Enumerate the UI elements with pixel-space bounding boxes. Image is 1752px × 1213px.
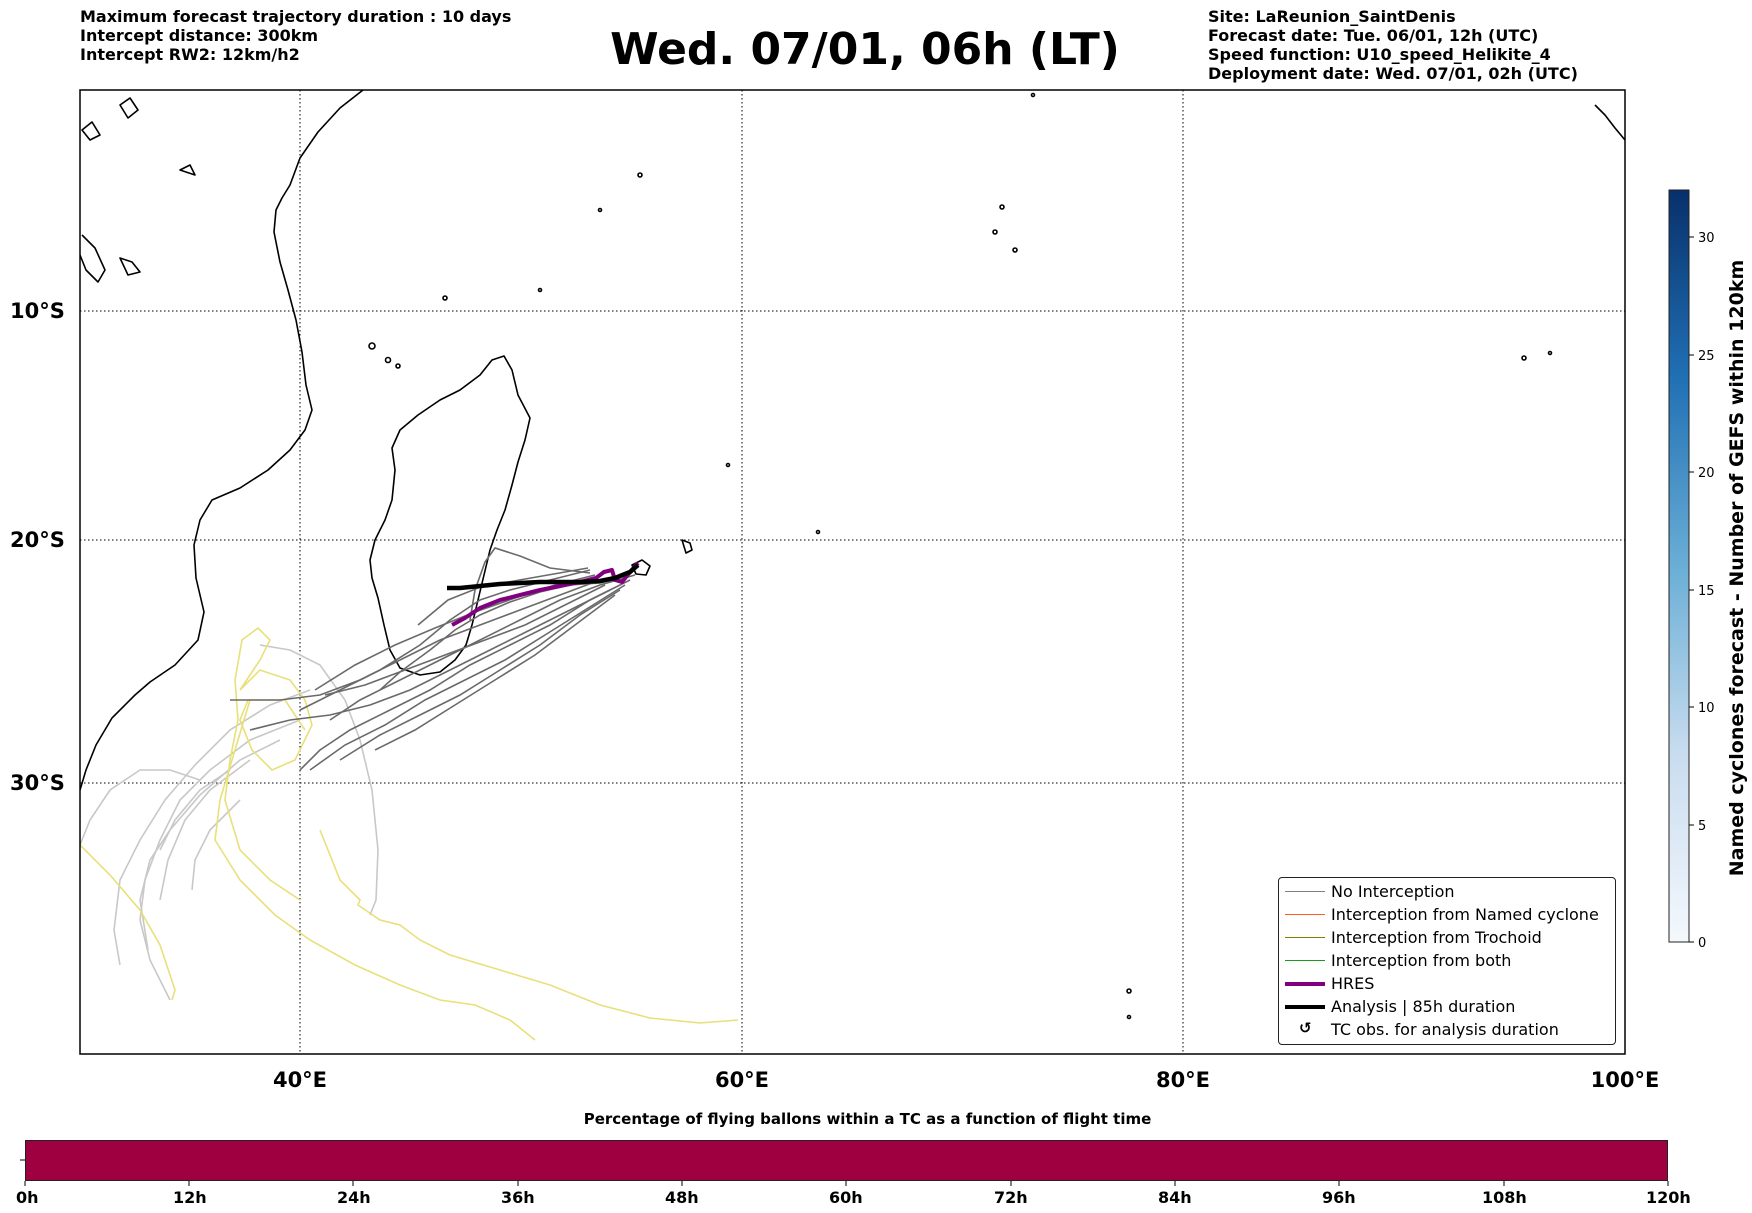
- legend-swatch: [1285, 982, 1325, 986]
- map-frame: [79, 89, 1626, 1055]
- site-text: Site: LaReunion_SaintDenis: [1208, 7, 1456, 26]
- forecast-date-text: Forecast date: Tue. 06/01, 12h (UTC): [1208, 26, 1539, 45]
- legend-item-both: Interception from both: [1279, 949, 1615, 973]
- colorbar-ticks: [1689, 236, 1694, 943]
- time-tick-60h: 60h: [829, 1188, 863, 1207]
- time-tick-120h: 120h: [1646, 1188, 1691, 1207]
- time-tick-72h: 72h: [994, 1188, 1028, 1207]
- legend-swatch: [1285, 914, 1325, 915]
- cyclone-colorbar: [1668, 189, 1690, 943]
- light-trajectories: [80, 644, 379, 1001]
- africa-coast: [80, 90, 364, 791]
- madagascar-coast: [369, 355, 531, 676]
- time-tick-36h: 36h: [501, 1188, 535, 1207]
- time-tick-108h: 108h: [1482, 1188, 1527, 1207]
- time-tick-96h: 96h: [1322, 1188, 1356, 1207]
- legend-swatch: [1285, 960, 1325, 961]
- max-duration-text: Maximum forecast trajectory duration : 1…: [80, 7, 512, 26]
- time-tick-12h: 12h: [173, 1188, 207, 1207]
- lon-label-80: 80°E: [1156, 1068, 1210, 1092]
- map-legend: No Interception Interception from Named …: [1278, 877, 1616, 1045]
- cyclone-icon: ↺: [1299, 1019, 1312, 1037]
- legend-swatch: [1285, 891, 1325, 892]
- legend-item-trochoid: Interception from Trochoid: [1279, 926, 1615, 950]
- speed-function-text: Speed function: U10_speed_Helikite_4: [1208, 45, 1551, 64]
- legend-item-named-cyclone: Interception from Named cyclone: [1279, 903, 1615, 927]
- cb-tick-30: 30: [1698, 231, 1715, 246]
- cb-tick-0: 0: [1698, 936, 1706, 951]
- lon-label-100: 100°E: [1591, 1068, 1660, 1092]
- legend-item-no-interception: No Interception: [1279, 880, 1615, 904]
- coastlines: [80, 90, 1625, 1020]
- cb-tick-25: 25: [1698, 349, 1715, 364]
- page-title: Wed. 07/01, 06h (LT): [610, 24, 1120, 75]
- time-tick-48h: 48h: [665, 1188, 699, 1207]
- colorbar-label: Named cyclones forecast - Number of GEFS…: [1726, 260, 1748, 877]
- header-left: Maximum forecast trajectory duration : 1…: [80, 7, 511, 64]
- intercept-distance-text: Intercept distance: 300km: [80, 26, 319, 45]
- time-tick-24h: 24h: [337, 1188, 371, 1207]
- lat-label-20s: 20°S: [10, 528, 65, 552]
- analysis-trajectory: [447, 563, 640, 591]
- time-tick-0h: 0h: [16, 1188, 39, 1207]
- deployment-date-text: Deployment date: Wed. 07/01, 02h (UTC): [1208, 64, 1578, 83]
- legend-item-analysis: Analysis | 85h duration: [1279, 995, 1615, 1019]
- legend-item-tc-obs: ↺ TC obs. for analysis duration: [1299, 1019, 1559, 1039]
- time-tick-84h: 84h: [1158, 1188, 1192, 1207]
- lat-label-10s: 10°S: [10, 299, 65, 323]
- legend-swatch: [1285, 937, 1325, 938]
- cb-tick-15: 15: [1698, 584, 1715, 599]
- lon-label-60: 60°E: [715, 1068, 769, 1092]
- cb-tick-10: 10: [1698, 701, 1715, 716]
- bottom-colorbar: [25, 1140, 1668, 1181]
- cb-tick-5: 5: [1698, 819, 1706, 834]
- legend-item-hres: HRES: [1279, 972, 1615, 996]
- legend-swatch: [1285, 1005, 1325, 1009]
- lon-label-40: 40°E: [273, 1068, 327, 1092]
- intercept-rw2-text: Intercept RW2: 12km/h2: [80, 45, 300, 64]
- header-right: Site: LaReunion_SaintDenis Forecast date…: [1208, 7, 1578, 83]
- cb-tick-20: 20: [1698, 466, 1715, 481]
- lat-label-30s: 30°S: [10, 771, 65, 795]
- bottom-colorbar-title: Percentage of flying ballons within a TC…: [583, 1110, 1152, 1128]
- graticule: [80, 90, 1625, 1054]
- bottom-colorbar-ticks: [20, 1159, 1669, 1186]
